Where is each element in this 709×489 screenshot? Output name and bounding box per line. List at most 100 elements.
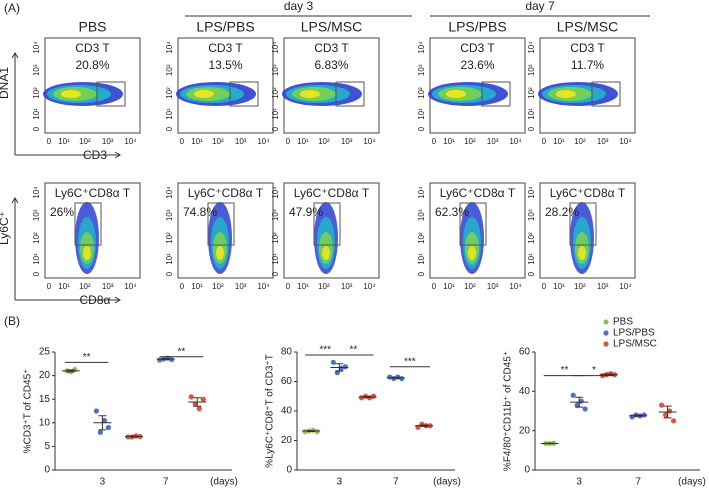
significance-label: * [592, 365, 596, 376]
gate-label: Ly6C⁺CD8α T [188, 186, 264, 200]
density [578, 246, 586, 260]
panel-label: (B) [4, 314, 20, 328]
gate-label: CD3 T [570, 41, 605, 55]
point [314, 429, 320, 435]
y-tick-label: 0 [271, 271, 280, 276]
gate-label: CD3 T [460, 41, 495, 55]
x-tick-label: 10² [464, 137, 476, 146]
legend-label: PBS [613, 317, 633, 328]
x-tick-label: 0 [286, 282, 291, 291]
x-tick-label: 10¹ [297, 137, 309, 146]
point [641, 412, 647, 418]
density [216, 246, 224, 260]
axis-arrow [11, 52, 121, 159]
point [387, 374, 393, 380]
gate-label: Ly6C⁺CD8α T [550, 186, 626, 200]
gate-label: Ly6C⁺CD8α T [294, 186, 370, 200]
y-tick-label: 0 [165, 126, 174, 131]
point [662, 412, 669, 418]
y-tick-label: 10³ [165, 209, 174, 221]
point [570, 392, 576, 398]
error-bar [575, 396, 584, 408]
significance-label: ** [178, 346, 186, 357]
y-tick-label: 10³ [417, 209, 426, 221]
x-tick-label: 0 [47, 282, 52, 291]
significance-label: ** [350, 345, 358, 356]
y-tick-label: 10³ [527, 64, 536, 76]
point [196, 406, 202, 412]
y-tick-label: 10² [527, 232, 536, 244]
x-tick-label: 10² [574, 137, 586, 146]
y-tick-label: 10² [527, 87, 536, 99]
point [302, 429, 308, 435]
y-axis-label: Ly6C⁺ [0, 211, 11, 245]
day-label: day 3 [284, 0, 314, 13]
x-tick-label: 0 [542, 137, 547, 146]
point [188, 394, 194, 400]
column-title: LPS/MSC [301, 19, 362, 35]
gate-label: CD3 T [75, 41, 110, 55]
y-tick-label: 10¹ [165, 253, 174, 265]
y-tick-label: 20 [39, 370, 51, 381]
x-tick-label: 10² [79, 282, 91, 291]
density [446, 90, 466, 98]
error-bar [307, 430, 316, 433]
column-title: LPS/PBS [448, 19, 506, 35]
x-tick-label: 10³ [235, 137, 247, 146]
point [97, 429, 104, 435]
y-tick-label: 10⁴ [527, 41, 536, 54]
y-tick-label: 40 [519, 386, 531, 397]
y-tick-label: 10³ [271, 209, 280, 221]
point [338, 365, 344, 371]
y-tick-label: 40 [281, 406, 293, 417]
y-tick-label: 10² [417, 232, 426, 244]
x-tick-label: 10³ [102, 137, 114, 146]
density [61, 90, 81, 98]
x-tick-label: 10² [212, 282, 224, 291]
x-tick-label: 10² [212, 137, 224, 146]
y-tick-label: 0 [527, 126, 536, 131]
axis-arrow [11, 197, 121, 304]
x-tick-label: 10¹ [191, 137, 203, 146]
y-axis-label: DNA1 [0, 67, 11, 99]
x-tick-label: 10³ [597, 282, 609, 291]
y-tick-label: 10¹ [271, 108, 280, 120]
x-tick-label: 0 [286, 137, 291, 146]
error-bar [363, 396, 372, 398]
y-tick-label: 10⁴ [165, 186, 174, 199]
gate-percent: 28.2% [545, 205, 579, 219]
y-tick-label: 10³ [527, 209, 536, 221]
x-tick-label: 10³ [235, 282, 247, 291]
x-axis-label: CD8α [80, 293, 111, 307]
error-bar [663, 405, 672, 419]
y-axis-label: %F4/80⁺CD11b⁺ of CD45⁺ [503, 351, 514, 471]
x-tick-label: 10¹ [58, 137, 70, 146]
x-tick-label: 10³ [341, 282, 353, 291]
significance-label: *** [319, 345, 331, 356]
gate-label: CD3 T [314, 41, 349, 55]
legend-swatch [603, 319, 609, 325]
gate-percent: 74.8% [183, 205, 217, 219]
y-tick-label: 0 [524, 465, 530, 476]
gate [481, 81, 511, 107]
point [192, 401, 198, 407]
density [300, 90, 320, 98]
x-tick-label: 10⁴ [363, 137, 376, 146]
gate-percent: 11.7% [571, 58, 604, 72]
x-tick-label: 0 [432, 137, 437, 146]
y-tick-label: 15 [39, 394, 51, 405]
gate [96, 81, 126, 107]
point [658, 402, 665, 408]
y-tick-label: 10⁴ [417, 186, 426, 199]
gate-percent: 26% [50, 205, 74, 219]
point [342, 364, 348, 370]
x-tick-label: 3 [576, 477, 582, 488]
y-tick-label: 10¹ [32, 108, 41, 120]
y-tick-label: 10¹ [527, 253, 536, 265]
density [322, 246, 330, 260]
x-unit: (days) [210, 477, 238, 488]
y-tick-label: 10¹ [271, 253, 280, 265]
legend-swatch [603, 341, 609, 347]
point [101, 417, 108, 424]
density [83, 246, 91, 260]
